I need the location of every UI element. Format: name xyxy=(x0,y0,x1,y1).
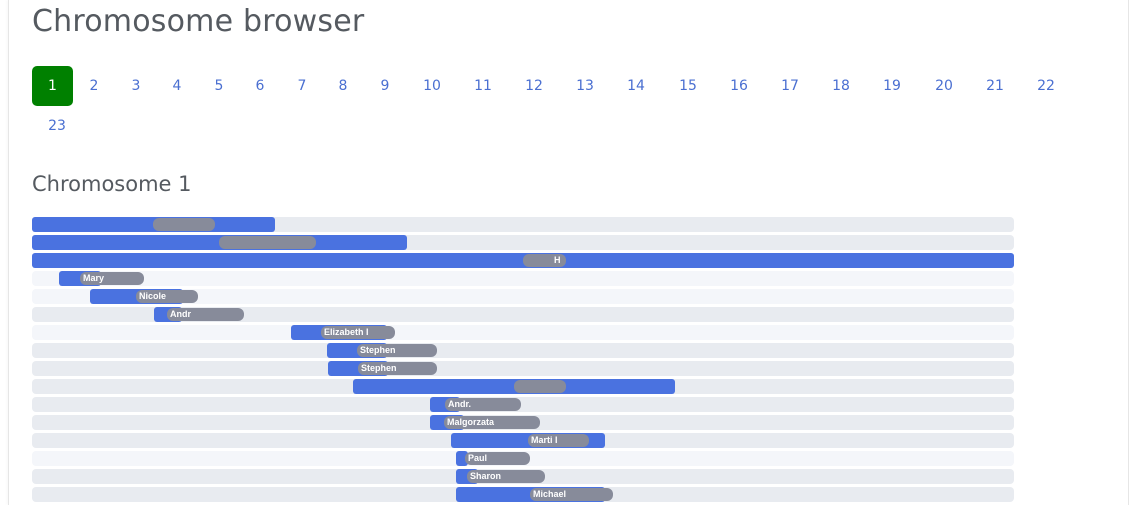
segment-track: Paul xyxy=(32,451,1014,466)
page-15-link[interactable]: 15 xyxy=(679,78,697,94)
segment-track xyxy=(32,235,1014,250)
match-name-label[interactable]: Paul xyxy=(465,452,530,465)
page-19-link[interactable]: 19 xyxy=(883,78,901,94)
page-17-link[interactable]: 17 xyxy=(781,78,799,94)
page-7-link[interactable]: 7 xyxy=(297,78,307,94)
page-title: Chromosome browser xyxy=(32,4,365,39)
segment-track xyxy=(32,217,1014,232)
page-1-link[interactable]: 1 xyxy=(32,66,73,106)
match-name-label[interactable]: Nicole xyxy=(136,290,198,303)
page-5-link[interactable]: 5 xyxy=(214,78,224,94)
page-12-link[interactable]: 12 xyxy=(525,78,543,94)
page-2-link[interactable]: 2 xyxy=(89,78,99,94)
match-name-label[interactable]: Andr. xyxy=(445,398,521,411)
segment-track: Sharon xyxy=(32,469,1014,484)
page-6-link[interactable]: 6 xyxy=(255,78,265,94)
page-20-link[interactable]: 20 xyxy=(935,78,953,94)
segment-track: Michael xyxy=(32,487,1014,502)
page-10-link[interactable]: 10 xyxy=(423,78,441,94)
segment-track: Elizabeth I xyxy=(32,325,1014,340)
segment-track: Marti I xyxy=(32,433,1014,448)
match-name-label[interactable]: Andr xyxy=(167,308,244,321)
segment-track: Mary xyxy=(32,271,1014,286)
segment-track xyxy=(32,379,1014,394)
match-name-label[interactable]: Malgorzata xyxy=(444,416,540,429)
page-9-link[interactable]: 9 xyxy=(380,78,390,94)
match-name-label[interactable]: Stephen xyxy=(358,362,437,375)
match-name-label[interactable]: Mary xyxy=(80,272,144,285)
match-name-label[interactable]: Marti I xyxy=(528,434,589,447)
page-23-link[interactable]: 23 xyxy=(48,118,66,134)
match-name-label[interactable] xyxy=(514,380,566,393)
match-name-label[interactable] xyxy=(153,218,215,231)
page-21-link[interactable]: 21 xyxy=(986,78,1004,94)
match-name-label[interactable]: H xyxy=(523,254,566,267)
page-22-link[interactable]: 22 xyxy=(1037,78,1055,94)
page-16-link[interactable]: 16 xyxy=(730,78,748,94)
segment-track: Stephen xyxy=(32,361,1014,376)
segment-track: Malgorzata xyxy=(32,415,1014,430)
page-3-link[interactable]: 3 xyxy=(131,78,141,94)
segment-track: Andr xyxy=(32,307,1014,322)
match-name-label[interactable]: Sharon xyxy=(467,470,545,483)
segment-track: Andr. xyxy=(32,397,1014,412)
page-8-link[interactable]: 8 xyxy=(338,78,348,94)
page-11-link[interactable]: 11 xyxy=(474,78,492,94)
segment-track: Nicole xyxy=(32,289,1014,304)
page-13-link[interactable]: 13 xyxy=(576,78,594,94)
match-name-label[interactable]: Michael xyxy=(530,488,613,501)
match-name-label[interactable] xyxy=(219,236,316,249)
page-18-link[interactable]: 18 xyxy=(832,78,850,94)
page-14-link[interactable]: 14 xyxy=(627,78,645,94)
match-name-label[interactable]: Elizabeth I xyxy=(321,326,395,339)
page-4-link[interactable]: 4 xyxy=(172,78,182,94)
segment-track: Stephen xyxy=(32,343,1014,358)
segment-track: H xyxy=(32,253,1014,268)
chromosome-title: Chromosome 1 xyxy=(32,172,192,196)
match-name-label[interactable]: Stephen xyxy=(357,344,437,357)
